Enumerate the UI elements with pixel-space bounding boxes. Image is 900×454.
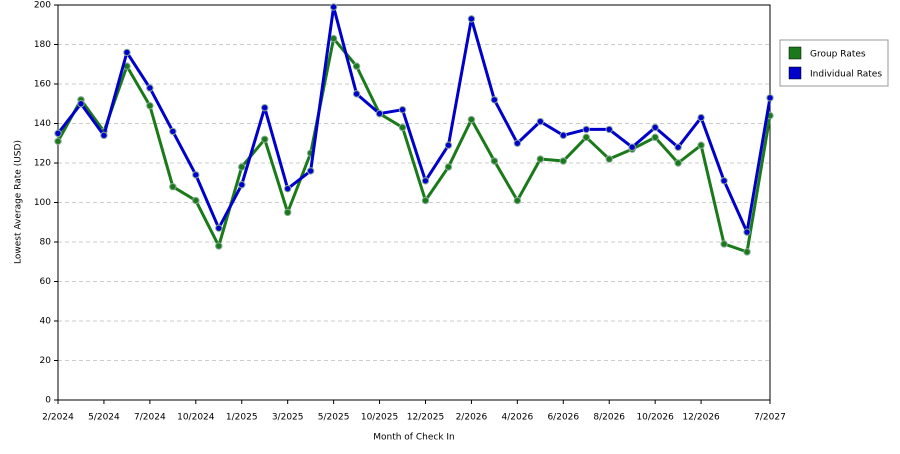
data-point (766, 94, 774, 102)
data-point (605, 155, 613, 163)
x-tick-label: 4/2026 (502, 413, 534, 423)
data-point (215, 224, 223, 232)
y-tick-label: 40 (40, 317, 52, 327)
x-tick-label: 3/2025 (272, 413, 304, 423)
data-point (743, 248, 751, 256)
data-point (238, 163, 246, 171)
data-point (123, 48, 131, 57)
x-axis-label: Month of Check In (373, 433, 455, 443)
data-point (559, 157, 567, 165)
data-point (674, 159, 682, 167)
legend-label: Group Rates (810, 50, 866, 60)
data-point (283, 184, 292, 193)
data-point (651, 133, 659, 142)
x-tick-label: 8/2026 (593, 413, 625, 423)
data-point (169, 127, 177, 136)
y-axis-label: Lowest Average Rate (USD) (14, 140, 24, 264)
y-tick-label: 180 (34, 40, 51, 50)
data-point (54, 129, 62, 138)
data-point (146, 102, 154, 110)
data-point (283, 208, 292, 217)
data-point (261, 135, 269, 144)
data-point (536, 117, 545, 126)
data-point (444, 163, 453, 171)
legend-swatch (788, 66, 802, 80)
y-tick-label: 80 (40, 238, 52, 248)
data-point (329, 3, 338, 11)
data-point (77, 100, 85, 108)
data-point (720, 177, 728, 185)
data-point (628, 143, 636, 151)
data-point (421, 177, 430, 185)
x-tick-label: 5/2025 (318, 413, 350, 423)
data-point (582, 133, 590, 142)
data-point (490, 96, 499, 104)
data-point (559, 131, 567, 140)
x-tick-label: 12/2026 (682, 413, 720, 423)
data-point (674, 143, 682, 151)
y-tick-label: 0 (45, 396, 51, 406)
data-point (513, 139, 522, 147)
x-tick-label: 6/2026 (547, 413, 579, 423)
data-point (490, 157, 499, 165)
data-point (651, 123, 659, 132)
y-tick-label: 20 (40, 356, 52, 366)
data-point (192, 196, 200, 205)
y-tick-label: 200 (34, 1, 51, 11)
y-tick-label: 60 (40, 277, 52, 287)
y-tick-label: 100 (34, 198, 51, 208)
data-point (169, 183, 177, 191)
data-point (54, 137, 62, 145)
x-tick-label: 10/2024 (177, 413, 215, 423)
series-line (56, 5, 772, 234)
data-point (192, 171, 200, 179)
legend-swatch (788, 46, 802, 60)
data-point (697, 113, 705, 122)
data-point (352, 62, 361, 70)
x-tick-label: 10/2026 (636, 413, 674, 423)
x-tick-label: 2/2024 (42, 413, 74, 423)
x-tick-label: 12/2025 (407, 413, 444, 423)
data-point (467, 115, 476, 124)
data-point (238, 181, 246, 189)
x-tick-label: 1/2025 (226, 413, 258, 423)
data-point (215, 242, 223, 250)
y-tick-label: 120 (34, 159, 51, 169)
data-point (605, 125, 613, 134)
data-point (720, 240, 728, 248)
data-point (513, 196, 522, 205)
data-point (375, 109, 384, 118)
plot-frame (57, 4, 771, 401)
data-point (536, 155, 545, 163)
series-line (56, 37, 772, 254)
data-point (261, 104, 269, 112)
legend-label: Individual Rates (810, 70, 882, 80)
y-tick-label: 160 (34, 80, 51, 90)
data-point (352, 90, 361, 98)
data-point (100, 131, 108, 140)
data-point (743, 228, 751, 236)
data-point (398, 105, 407, 114)
data-point (329, 34, 338, 43)
x-tick-label: 2/2026 (456, 413, 488, 423)
x-tick-label: 10/2025 (361, 413, 398, 423)
data-point (467, 15, 476, 23)
y-tick-label: 140 (34, 119, 51, 129)
x-tick-label: 5/2024 (88, 413, 120, 423)
data-point (582, 125, 590, 134)
data-point (398, 123, 407, 132)
data-point (444, 141, 453, 149)
data-point (421, 196, 430, 205)
x-tick-label: 7/2024 (134, 413, 166, 423)
x-tick-label: 7/2027 (754, 413, 786, 423)
data-point (146, 84, 154, 92)
data-point (697, 141, 705, 149)
data-point (306, 167, 315, 175)
